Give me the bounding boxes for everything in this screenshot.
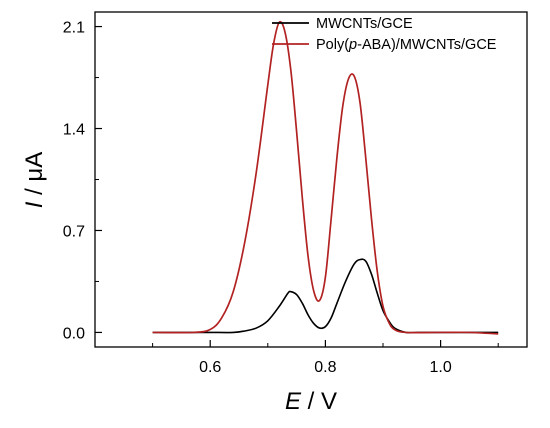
- y-axis-symbol: I: [21, 201, 48, 208]
- legend-label-poly-part2: -ABA)/MWCNTs/GCE: [357, 37, 497, 53]
- y-tick-label: 1.4: [63, 122, 85, 139]
- x-axis-title: E / V: [285, 388, 337, 415]
- x-tick-label: 0.6: [199, 359, 221, 376]
- y-axis-title: I / μA: [21, 152, 48, 209]
- x-tick-label: 0.8: [314, 359, 336, 376]
- legend-label-poly-italic: p: [348, 37, 357, 53]
- x-axis: 0.6 0.8 1.0: [152, 340, 499, 376]
- legend-label-poly: Poly(p-ABA)/MWCNTs/GCE: [316, 37, 497, 53]
- x-tick-label: 1.0: [429, 359, 451, 376]
- y-tick-label: 0.0: [63, 325, 85, 342]
- y-tick-label: 2.1: [63, 20, 85, 37]
- legend-label-poly-part1: Poly(: [316, 37, 349, 53]
- plot-frame: [94, 11, 528, 348]
- x-axis-symbol: E: [285, 388, 302, 415]
- series-layer: [152, 20, 499, 335]
- y-axis: 0.0 0.7 1.4 2.1: [63, 20, 102, 342]
- x-axis-unit: / V: [301, 388, 337, 415]
- series-mwcnts-line: [152, 258, 499, 334]
- y-axis-unit: / μA: [21, 152, 48, 202]
- series-poly-line: [152, 20, 499, 335]
- y-tick-label: 0.7: [63, 223, 85, 240]
- legend-label-mwcnts: MWCNTs/GCE: [316, 16, 413, 32]
- legend: MWCNTs/GCE Poly(p-ABA)/MWCNTs/GCE: [272, 16, 497, 53]
